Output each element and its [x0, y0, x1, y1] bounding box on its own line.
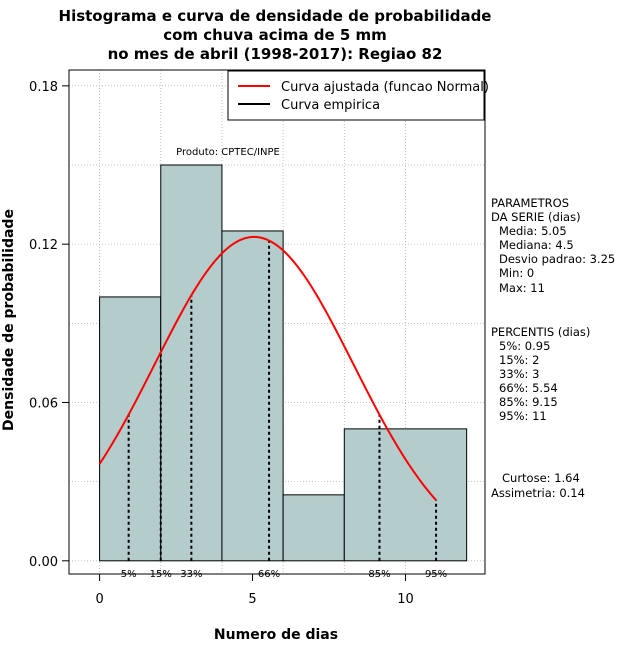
- param-min: Min: 0: [499, 266, 534, 280]
- plot-frame: [68, 69, 486, 575]
- y-tick-label-3: 0.18: [29, 80, 58, 95]
- percentil-66: 66%: 5.54: [499, 381, 558, 395]
- param-media: Media: 5.05: [499, 224, 567, 238]
- y-axis-label: Densidade de probabilidade: [1, 209, 17, 431]
- legend-box: [227, 70, 485, 121]
- params-title-line-2: DA SERIE (dias): [491, 210, 581, 224]
- x-tick-label-0: 0: [95, 592, 103, 607]
- y-tick-label-2: 0.12: [29, 238, 58, 253]
- y-tick-label-0: 0.00: [29, 555, 58, 570]
- legend: Curva ajustada (funcao Normal) Curva emp…: [227, 70, 489, 121]
- legend-normal-label: Curva ajustada (funcao Normal): [281, 80, 489, 95]
- assimetria-value: Assimetria: 0.14: [491, 486, 585, 500]
- x-tick-label-1: 5: [248, 592, 256, 607]
- histogram-bar-3: [282, 494, 345, 562]
- chart-title-line-3: no mes de abril (1998-2017): Regiao 82: [108, 45, 443, 63]
- percentil-15: 15%: 2: [499, 353, 539, 367]
- percentis-title: PERCENTIS (dias): [491, 325, 590, 339]
- param-max: Max: 11: [499, 281, 545, 295]
- chart-title-line-1: Histograma e curva de densidade de proba…: [59, 7, 492, 25]
- normal-curve-layer: [98, 235, 437, 501]
- histogram-bar-1: [160, 164, 223, 562]
- histogram-bar-2: [221, 230, 284, 562]
- x-axis-label: Numero de dias: [214, 627, 338, 643]
- produto-annotation: Produto: CPTEC/INPE: [176, 147, 280, 158]
- histogram-bar-4: [343, 428, 468, 562]
- param-mediana: Mediana: 4.5: [499, 238, 574, 252]
- legend-empirical-label: Curva empirica: [281, 98, 380, 113]
- histogram-bar-0: [99, 296, 162, 562]
- curtose-value: Curtose: 1.64: [502, 471, 580, 485]
- chart-title-line-2: com chuva acima de 5 mm: [163, 26, 387, 44]
- normal-curve: [98, 235, 437, 501]
- x-tick-label-2: 10: [397, 592, 414, 607]
- histogram-bars: [99, 164, 468, 562]
- percentil-85: 85%: 9.15: [499, 395, 558, 409]
- param-desvio: Desvio padrao: 3.25: [499, 252, 615, 266]
- percentil-5: 5%: 0.95: [499, 339, 550, 353]
- params-title-line-1: PARAMETROS: [491, 196, 569, 210]
- y-tick-label-1: 0.06: [29, 396, 58, 411]
- percentil-95: 95%: 11: [499, 409, 547, 423]
- statistics-panel: PARAMETROS DA SERIE (dias) Media: 5.05 M…: [491, 196, 615, 500]
- percentil-33: 33%: 3: [499, 367, 539, 381]
